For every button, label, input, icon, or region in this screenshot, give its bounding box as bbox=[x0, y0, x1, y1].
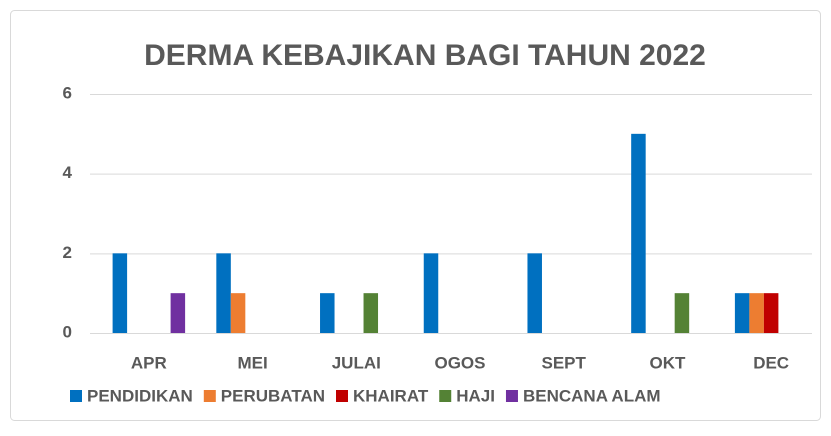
bar bbox=[631, 133, 646, 333]
legend-swatch bbox=[505, 390, 518, 402]
x-tick-label: OKT bbox=[649, 353, 686, 372]
legend-label: KHAIRAT bbox=[353, 386, 429, 405]
bar bbox=[112, 253, 128, 333]
x-tick-label: APR bbox=[131, 353, 167, 372]
legend-swatch bbox=[439, 390, 452, 402]
bar bbox=[763, 293, 779, 333]
chart-border bbox=[10, 10, 821, 421]
x-tick-label: DEC bbox=[753, 353, 789, 372]
bar bbox=[749, 293, 764, 333]
legend-swatch bbox=[336, 390, 348, 402]
bar bbox=[423, 253, 439, 333]
y-tick-label: 4 bbox=[63, 163, 73, 182]
bar bbox=[170, 293, 186, 333]
legend-label: PENDIDIKAN bbox=[87, 386, 193, 405]
legend-label: HAJI bbox=[456, 386, 495, 405]
bar bbox=[216, 253, 231, 333]
bar bbox=[230, 293, 246, 333]
chart-title: DERMA KEBAJIKAN BAGI TAHUN 2022 bbox=[144, 39, 706, 72]
x-tick-label: OGOS bbox=[434, 353, 485, 372]
legend-swatch bbox=[70, 390, 82, 402]
x-tick-label: SEPT bbox=[542, 353, 587, 372]
legend-label: PERUBATAN bbox=[221, 386, 325, 405]
x-tick-label: JULAI bbox=[332, 353, 381, 372]
bar bbox=[320, 293, 335, 333]
legend-label: BENCANA ALAM bbox=[523, 386, 661, 405]
y-tick-label: 0 bbox=[63, 322, 72, 341]
legend-swatch bbox=[203, 390, 216, 402]
bar bbox=[527, 253, 542, 333]
bar bbox=[674, 293, 690, 333]
y-tick-label: 6 bbox=[63, 83, 72, 102]
bar bbox=[363, 293, 379, 333]
y-tick-label: 2 bbox=[63, 243, 72, 262]
x-tick-label: MEI bbox=[237, 353, 267, 372]
bar bbox=[734, 293, 750, 333]
